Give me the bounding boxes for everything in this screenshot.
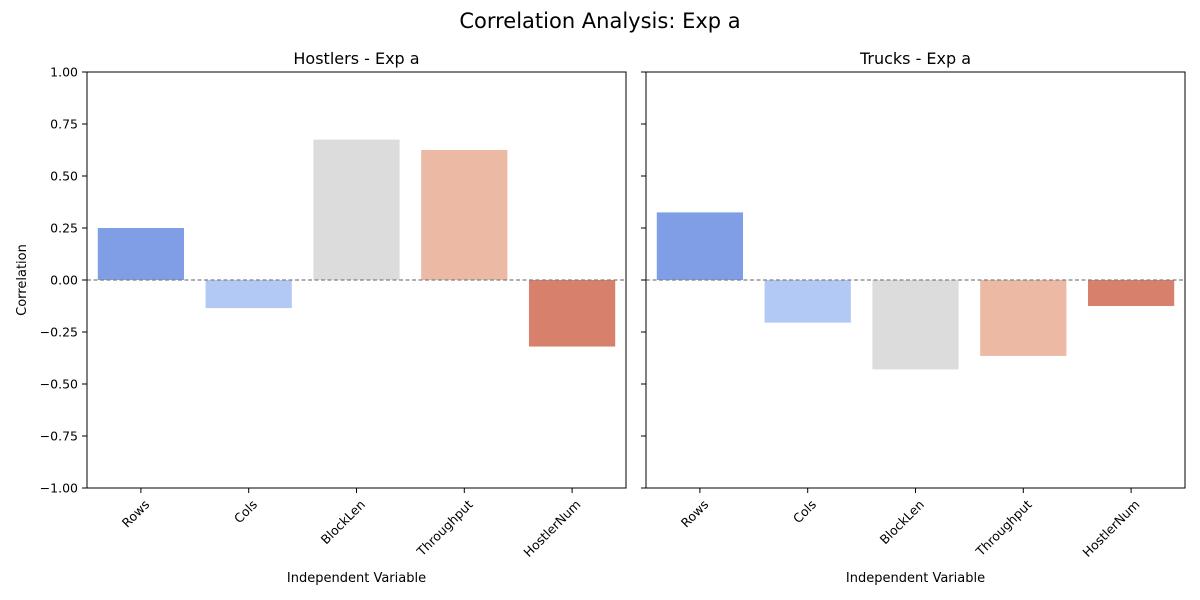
plot-frame xyxy=(645,71,1186,489)
x-tick-label: HostlerNum xyxy=(1079,497,1142,560)
y-tick-label: 0.75 xyxy=(50,117,78,132)
y-axis-title: Correlation xyxy=(15,244,30,316)
x-tick-label: BlockLen xyxy=(877,497,927,547)
plot-frame xyxy=(86,71,627,489)
y-tick-label: −0.25 xyxy=(40,325,78,340)
bar-blocklen xyxy=(872,280,959,370)
y-tick-label: 0.50 xyxy=(50,169,78,184)
x-tick-label: Throughput xyxy=(413,497,476,560)
x-tick-label: Cols xyxy=(790,497,819,526)
bar-throughput xyxy=(980,280,1067,356)
panel-title: Trucks - Exp a xyxy=(859,49,971,68)
y-tick-label: 1.00 xyxy=(50,65,78,80)
y-tick-label: −1.00 xyxy=(40,481,78,496)
y-tick-label: −0.50 xyxy=(40,377,78,392)
panel-trucks: Rows Cols BlockLen Throughput HostlerNum Truc… xyxy=(641,49,1186,586)
panel-title: Hostlers - Exp a xyxy=(293,49,419,68)
x-axis-title: Independent Variable xyxy=(287,571,426,586)
figure-title: Correlation Analysis: Exp a xyxy=(459,9,740,33)
x-tick-label: Cols xyxy=(231,497,260,526)
x-tick-label: BlockLen xyxy=(318,497,368,547)
bar-rows xyxy=(656,212,744,280)
bar-hostlernum xyxy=(528,280,616,347)
x-tick-label: HostlerNum xyxy=(520,497,583,560)
x-tick-label: Rows xyxy=(119,497,153,531)
bar-hostlernum xyxy=(1087,280,1175,306)
y-tick-label: 0.00 xyxy=(50,273,78,288)
x-tick-label: Rows xyxy=(678,497,712,531)
x-tick-label: Throughput xyxy=(972,497,1035,560)
y-tick-label: −0.75 xyxy=(40,429,78,444)
bar-throughput xyxy=(421,150,508,280)
y-tick-label: 0.25 xyxy=(50,221,78,236)
bar-cols xyxy=(764,280,851,323)
bar-rows xyxy=(97,228,185,280)
x-axis-title: Independent Variable xyxy=(846,571,985,586)
bar-cols xyxy=(205,280,292,309)
bar-blocklen xyxy=(313,139,400,280)
panel-hostlers: 1.00 0.75 0.50 0.25 0.00 −0.25 −0.50 −0.75 −1.00… xyxy=(40,49,627,586)
